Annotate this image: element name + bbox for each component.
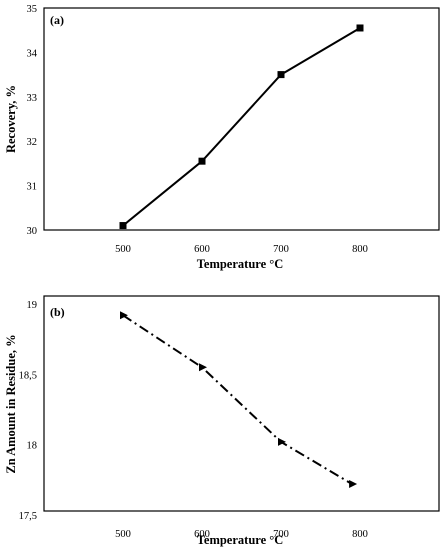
data-point-marker — [278, 437, 286, 446]
chart-a-y-ticks: 30 31 32 33 34 35 — [27, 4, 38, 237]
data-point-marker — [119, 222, 127, 230]
chart-b-series — [120, 311, 358, 489]
y-tick-label: 33 — [27, 93, 38, 104]
chart-b-x-ticks: 500 600 700 800 — [115, 529, 368, 540]
chart-a-plot-frame — [43, 7, 440, 231]
chart-b-y-axis-label: Zn Amount in Residue, % — [4, 334, 18, 473]
y-tick-label: 35 — [27, 4, 38, 15]
chart-a-x-ticks: 500 600 700 800 — [115, 244, 368, 255]
data-point-marker — [198, 157, 206, 165]
x-tick-label: 600 — [194, 244, 210, 255]
data-point-marker — [120, 311, 128, 320]
y-tick-label: 32 — [27, 137, 38, 148]
x-tick-label: 700 — [273, 244, 289, 255]
chart-a-x-axis-label: Temperature °C — [197, 257, 284, 271]
chart-b: (b) 17,5 18 18,5 19 500 600 700 800 Temperatur… — [4, 295, 440, 547]
x-tick-label: 700 — [273, 529, 289, 540]
chart-b-y-ticks: 17,5 18 18,5 19 — [19, 300, 37, 522]
chart-a: (a) 30 31 32 33 34 35 500 600 700 800 Temperatur… — [4, 4, 440, 271]
y-tick-label: 18,5 — [19, 370, 37, 381]
y-tick-label: 30 — [27, 226, 38, 237]
x-tick-label: 800 — [352, 529, 368, 540]
data-point-marker — [199, 363, 207, 372]
x-tick-label: 500 — [115, 529, 131, 540]
chart-a-y-axis-label: Recovery, % — [4, 85, 18, 153]
data-point-marker — [277, 71, 285, 79]
chart-a-panel-label: (a) — [50, 13, 64, 27]
y-tick-label: 19 — [27, 300, 38, 311]
y-tick-label: 31 — [27, 182, 38, 193]
x-tick-label: 600 — [194, 529, 210, 540]
series-line — [122, 314, 353, 485]
data-point-marker — [349, 480, 358, 489]
chart-b-panel-label: (b) — [50, 305, 65, 319]
chart-b-plot-frame — [43, 295, 440, 512]
x-tick-label: 500 — [115, 244, 131, 255]
chart-b-x-axis-label: Temperature °C — [197, 533, 284, 547]
y-tick-label: 17,5 — [19, 511, 37, 522]
x-tick-label: 800 — [352, 244, 368, 255]
y-tick-label: 18 — [27, 441, 38, 452]
y-tick-label: 34 — [27, 48, 38, 59]
series-line — [122, 27, 361, 227]
chart-a-series — [119, 24, 364, 230]
data-point-marker — [356, 24, 364, 32]
